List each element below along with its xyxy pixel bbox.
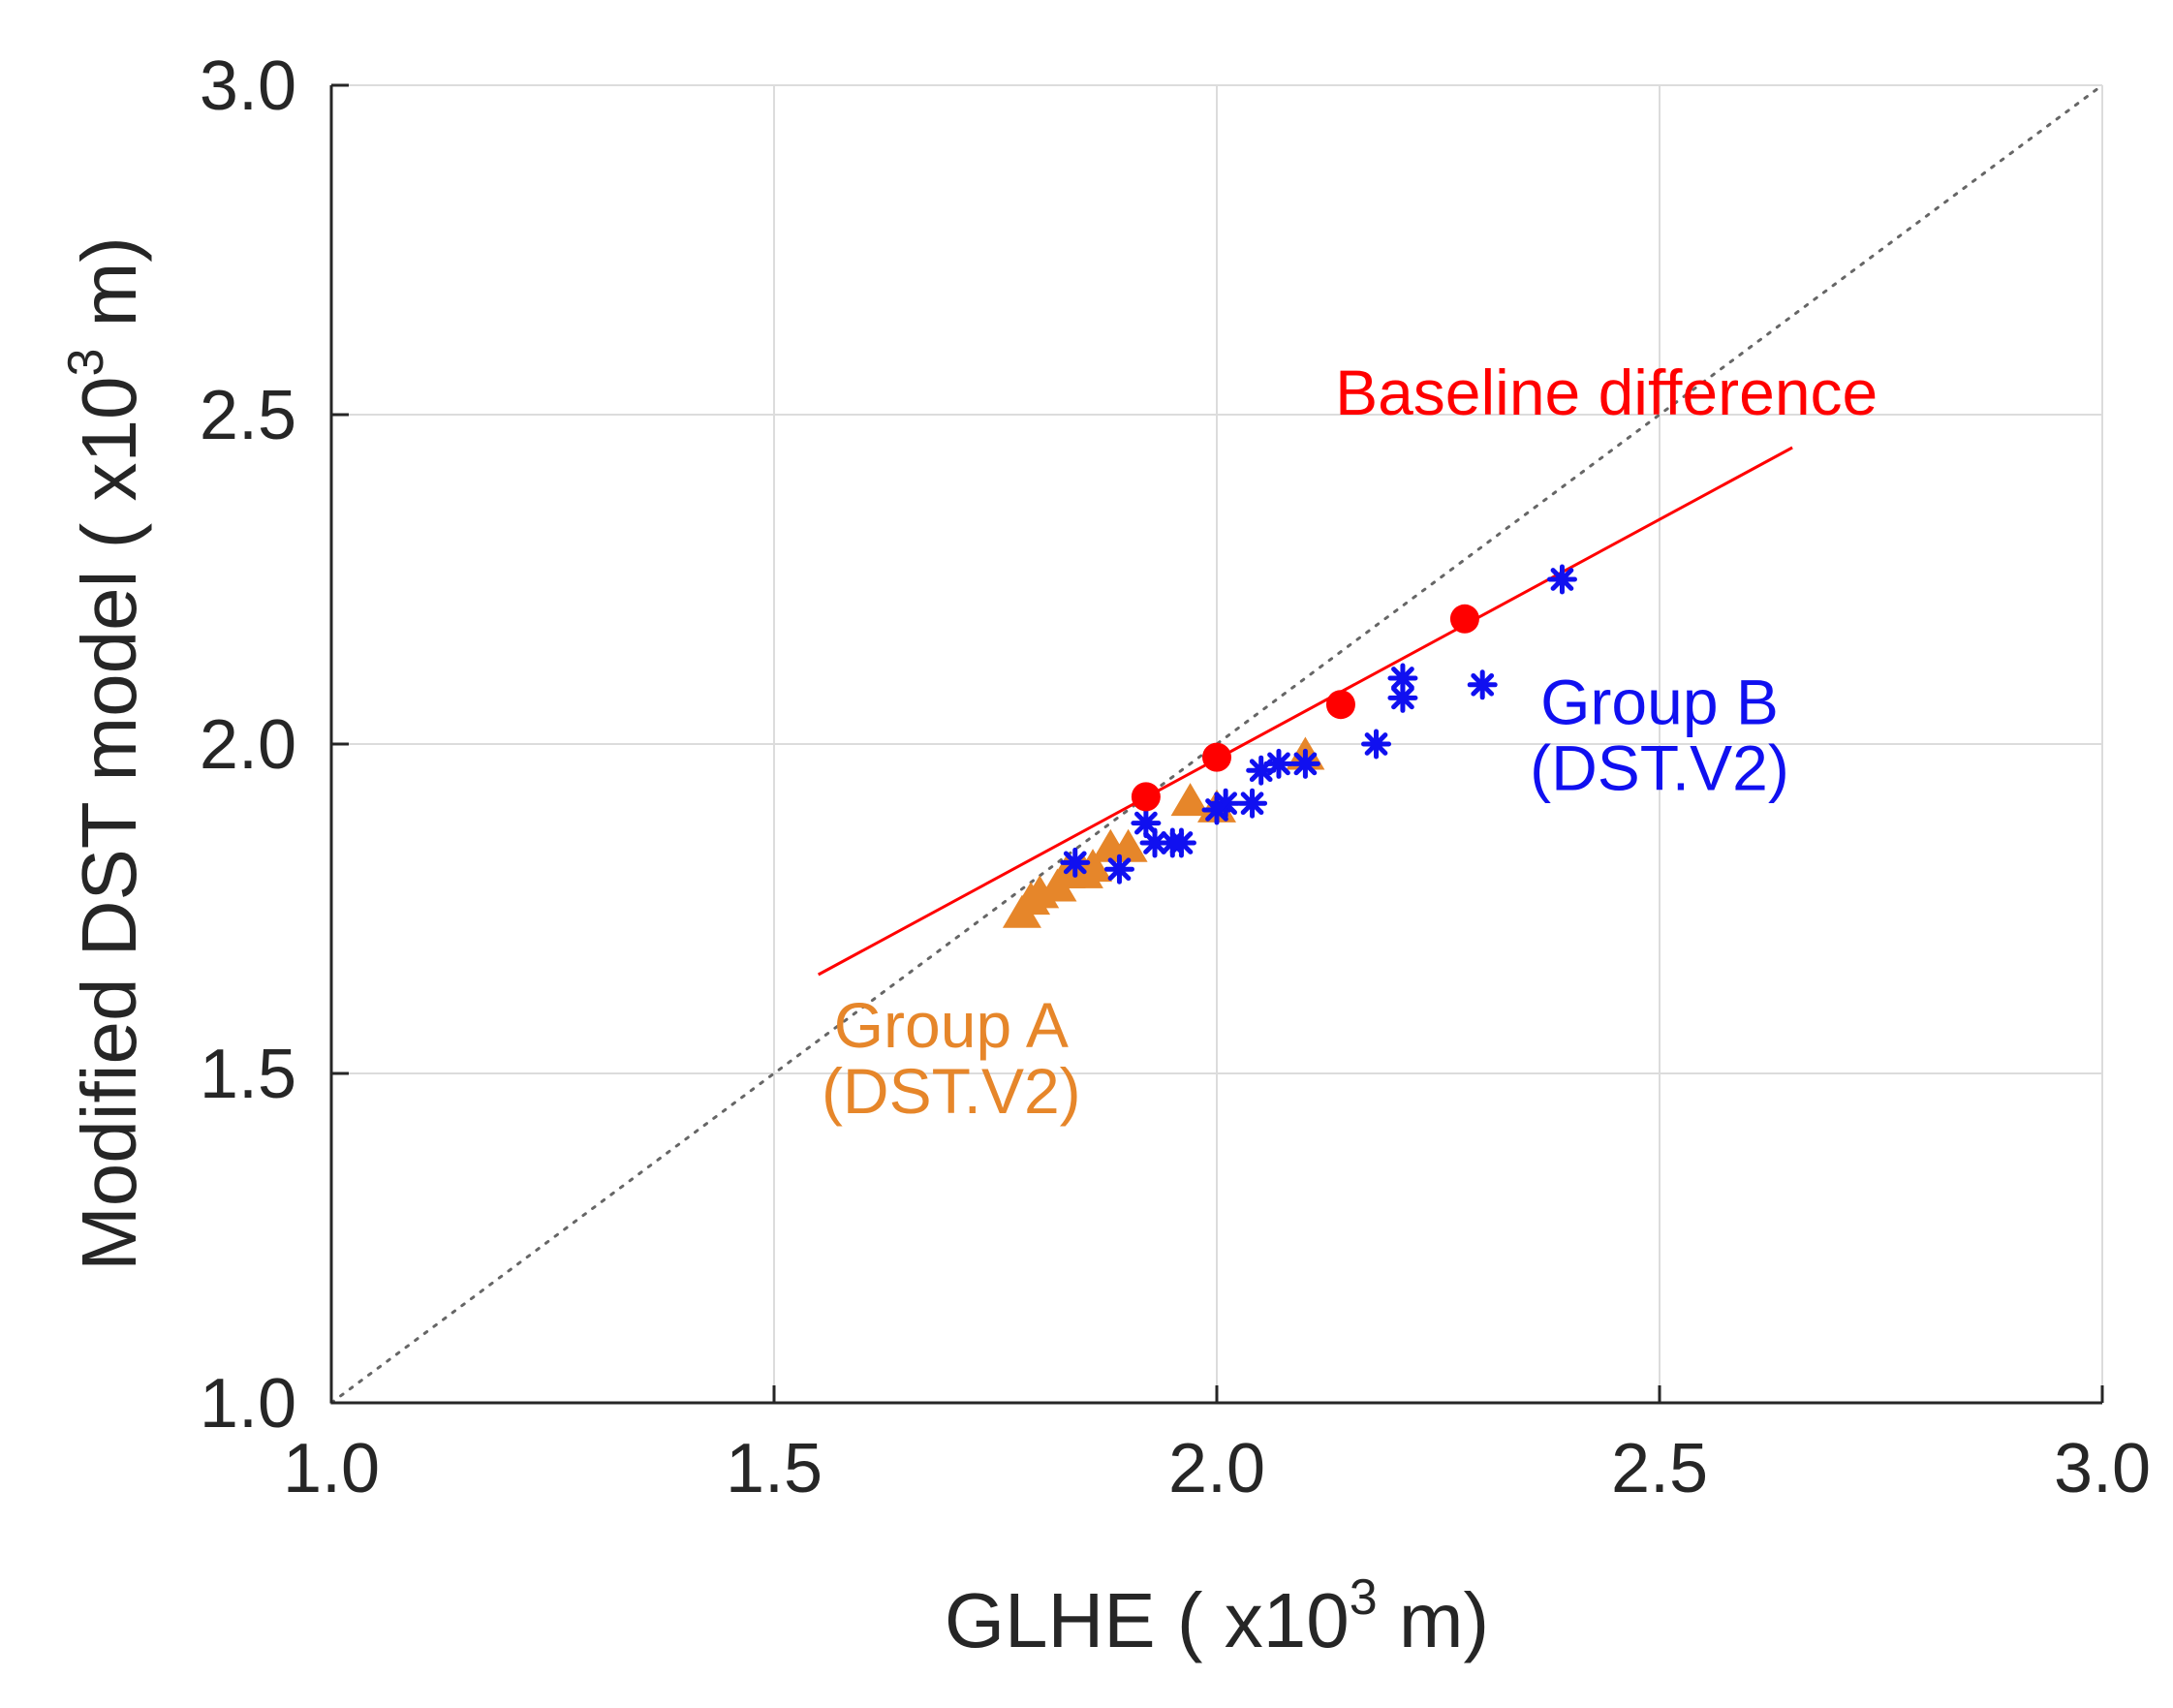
series-asterisk-group xyxy=(1060,564,1577,885)
x-tick-label: 3.0 xyxy=(2054,1430,2151,1507)
group-b-asterisk-point xyxy=(1210,788,1241,819)
group-b-asterisk-point xyxy=(1361,729,1392,760)
annotation-group_b_l2: (DST.V2) xyxy=(1530,732,1789,804)
group-b-asterisk-point xyxy=(1060,847,1091,878)
asterisk-stroke xyxy=(1471,672,1495,697)
annotation-group_a_l1: Group A xyxy=(834,989,1069,1061)
group-b-asterisk-point xyxy=(1387,663,1418,694)
group-b-asterisk-point xyxy=(1289,748,1320,779)
asterisk-stroke xyxy=(1143,831,1166,854)
y-axis-ticks: 1.0 1.5 2.0 2.5 3.0 xyxy=(200,47,349,1443)
x-tick-label: 2.0 xyxy=(1168,1430,1265,1507)
group-b-asterisk-point xyxy=(1237,788,1268,819)
asterisk-stroke xyxy=(1391,686,1414,710)
asterisk-stroke xyxy=(1293,752,1318,776)
group-a-triangle-point xyxy=(1170,783,1210,817)
group-a-triangle-point xyxy=(1108,828,1148,862)
y-axis-title: Modified DST model ( x103 m) xyxy=(58,236,152,1271)
asterisk-stroke xyxy=(1134,811,1158,835)
y-tick-label: 1.0 xyxy=(200,1365,296,1443)
baseline-difference-circle-point xyxy=(1131,782,1161,812)
x-tick-label: 1.0 xyxy=(283,1430,380,1507)
y-tick-label: 2.0 xyxy=(200,706,296,784)
baseline-difference-fit-line xyxy=(817,446,1793,977)
annotation-group_a_l2: (DST.V2) xyxy=(822,1055,1081,1127)
asterisk-stroke xyxy=(1391,667,1414,690)
x-axis-ticks: 1.0 1.5 2.0 2.5 3.0 xyxy=(283,1385,2151,1507)
series-circle-group xyxy=(1131,604,1479,812)
y-tick-label: 3.0 xyxy=(200,47,296,125)
y-tick-label: 1.5 xyxy=(200,1036,296,1113)
asterisk-stroke xyxy=(1214,792,1237,816)
asterisk-stroke xyxy=(1267,752,1290,776)
asterisk-stroke xyxy=(1107,857,1132,882)
group-b-asterisk-point xyxy=(1387,682,1418,713)
baseline-difference-circle-point xyxy=(1325,690,1355,720)
asterisk-stroke xyxy=(1063,851,1087,875)
asterisk-stroke xyxy=(1169,831,1194,854)
asterisk-stroke xyxy=(1240,792,1264,816)
baseline-difference-circle-point xyxy=(1449,604,1479,634)
y-tick-label: 2.5 xyxy=(200,377,296,454)
x-tick-label: 1.5 xyxy=(726,1430,823,1507)
asterisk-stroke xyxy=(1550,568,1574,591)
annotation-group_b_l1: Group B xyxy=(1540,667,1779,738)
baseline-difference-circle-point xyxy=(1202,742,1231,772)
data-marks xyxy=(1002,564,1577,928)
group-b-asterisk-point xyxy=(1546,564,1577,595)
group-b-asterisk-point xyxy=(1263,748,1294,779)
x-tick-label: 2.5 xyxy=(1611,1430,1708,1507)
x-axis-title: GLHE ( x103 m) xyxy=(945,1569,1489,1663)
group-b-asterisk-point xyxy=(1103,854,1134,885)
group-b-asterisk-point xyxy=(1139,827,1170,858)
asterisk-stroke xyxy=(1364,732,1388,756)
group-b-asterisk-point xyxy=(1467,669,1498,700)
group-b-asterisk-point xyxy=(1165,827,1196,858)
annotation-baseline: Baseline difference xyxy=(1335,357,1878,428)
